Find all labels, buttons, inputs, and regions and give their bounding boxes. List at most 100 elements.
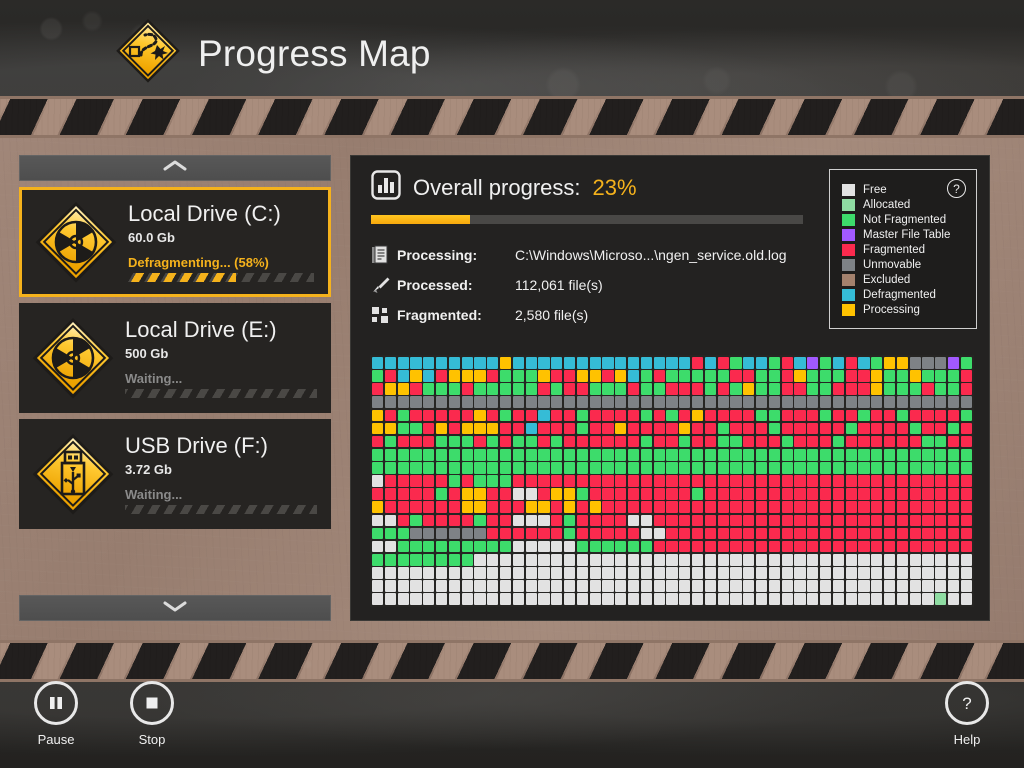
footer-button-stop[interactable]: Stop bbox=[109, 681, 195, 747]
question-mark-icon[interactable]: ? bbox=[947, 179, 966, 198]
cluster-block bbox=[896, 448, 908, 461]
cluster-block bbox=[794, 540, 806, 553]
scroll-down-button[interactable] bbox=[19, 595, 331, 621]
legend-item-7: Defragmented bbox=[842, 288, 966, 303]
cluster-block bbox=[807, 540, 819, 553]
cluster-block bbox=[819, 567, 832, 579]
cluster-block bbox=[871, 435, 883, 448]
legend-item-2: Not Fragmented bbox=[842, 212, 966, 227]
cluster-block bbox=[372, 593, 384, 605]
cluster-block bbox=[807, 409, 819, 422]
cluster-block bbox=[461, 396, 473, 409]
cluster-block bbox=[819, 383, 832, 395]
cluster-block bbox=[794, 553, 806, 566]
cluster-block bbox=[730, 527, 742, 540]
cluster-block bbox=[909, 422, 921, 435]
cluster-block bbox=[602, 540, 614, 553]
cluster-block bbox=[615, 475, 627, 487]
cluster-block bbox=[487, 435, 499, 448]
cluster-block bbox=[384, 422, 397, 435]
cluster-block bbox=[768, 422, 781, 435]
cluster-block bbox=[755, 475, 768, 487]
cluster-block bbox=[563, 422, 576, 435]
cluster-block bbox=[704, 409, 717, 422]
cluster-block bbox=[461, 540, 473, 553]
cluster-block bbox=[576, 462, 589, 474]
cluster-block bbox=[512, 540, 525, 553]
footer-button-pause[interactable]: Pause bbox=[13, 681, 99, 747]
cluster-block bbox=[807, 357, 819, 369]
app-header: Progress Map bbox=[0, 0, 1024, 96]
cluster-block bbox=[666, 501, 678, 514]
cluster-block bbox=[717, 409, 729, 422]
legend-swatch bbox=[842, 198, 855, 211]
cluster-block bbox=[487, 475, 499, 487]
cluster-block bbox=[602, 370, 614, 382]
cluster-block bbox=[896, 567, 908, 579]
cluster-block bbox=[499, 488, 512, 500]
cluster-block bbox=[627, 553, 640, 566]
status-value: 2,580 file(s) bbox=[515, 307, 589, 323]
cluster-block bbox=[755, 357, 768, 369]
cluster-block bbox=[423, 448, 435, 461]
cluster-block bbox=[794, 370, 806, 382]
cluster-block bbox=[845, 435, 857, 448]
cluster-block bbox=[691, 475, 704, 487]
cluster-block bbox=[627, 370, 640, 382]
cluster-block bbox=[768, 357, 781, 369]
cluster-block bbox=[947, 357, 960, 369]
cluster-block bbox=[512, 462, 525, 474]
cluster-block bbox=[755, 514, 768, 527]
cluster-block bbox=[551, 383, 563, 395]
cluster-block bbox=[384, 567, 397, 579]
cluster-block bbox=[640, 396, 653, 409]
cluster-block bbox=[653, 527, 665, 540]
cluster-map[interactable] bbox=[370, 355, 974, 607]
legend-label: Not Fragmented bbox=[863, 213, 947, 226]
cluster-block bbox=[461, 527, 473, 540]
cluster-block bbox=[435, 488, 448, 500]
cluster-block bbox=[717, 370, 729, 382]
cluster-block bbox=[922, 553, 934, 566]
drive-item-1[interactable]: Local Drive (E:) 500 Gb Waiting... bbox=[19, 303, 331, 413]
cluster-block bbox=[947, 448, 960, 461]
legend-swatch bbox=[842, 274, 855, 287]
cluster-block bbox=[525, 553, 537, 566]
cluster-block bbox=[819, 396, 832, 409]
cluster-block bbox=[666, 593, 678, 605]
cluster-block bbox=[474, 462, 486, 474]
cluster-block bbox=[474, 396, 486, 409]
cluster-block bbox=[563, 357, 576, 369]
drive-size: 500 Gb bbox=[125, 346, 169, 362]
wrench-icon bbox=[371, 275, 397, 295]
cluster-block bbox=[615, 540, 627, 553]
cluster-block bbox=[653, 567, 665, 579]
cluster-block bbox=[627, 462, 640, 474]
stop-icon bbox=[130, 681, 174, 725]
cluster-block bbox=[653, 580, 665, 592]
cluster-block bbox=[576, 527, 589, 540]
cluster-block bbox=[807, 448, 819, 461]
cluster-block bbox=[627, 357, 640, 369]
cluster-block bbox=[602, 462, 614, 474]
cluster-block bbox=[474, 422, 486, 435]
cluster-block bbox=[909, 488, 921, 500]
cluster-block bbox=[512, 580, 525, 592]
cluster-block bbox=[435, 501, 448, 514]
cluster-block bbox=[896, 383, 908, 395]
cluster-block bbox=[423, 540, 435, 553]
drive-item-2[interactable]: USB Drive (F:) 3.72 Gb Waiting... bbox=[19, 419, 331, 529]
drive-item-0[interactable]: Local Drive (C:) 60.0 Gb Defragmenting..… bbox=[19, 187, 331, 297]
cluster-block bbox=[768, 580, 781, 592]
cluster-block bbox=[704, 514, 717, 527]
cluster-block bbox=[922, 527, 934, 540]
status-label: Fragmented: bbox=[397, 307, 482, 323]
cluster-block bbox=[423, 396, 435, 409]
cluster-block bbox=[807, 435, 819, 448]
scroll-up-button[interactable] bbox=[19, 155, 331, 181]
cluster-block bbox=[576, 409, 589, 422]
footer-button-help[interactable]: ? Help bbox=[924, 681, 1010, 747]
cluster-block bbox=[755, 501, 768, 514]
cluster-block bbox=[423, 553, 435, 566]
cluster-block bbox=[372, 357, 384, 369]
